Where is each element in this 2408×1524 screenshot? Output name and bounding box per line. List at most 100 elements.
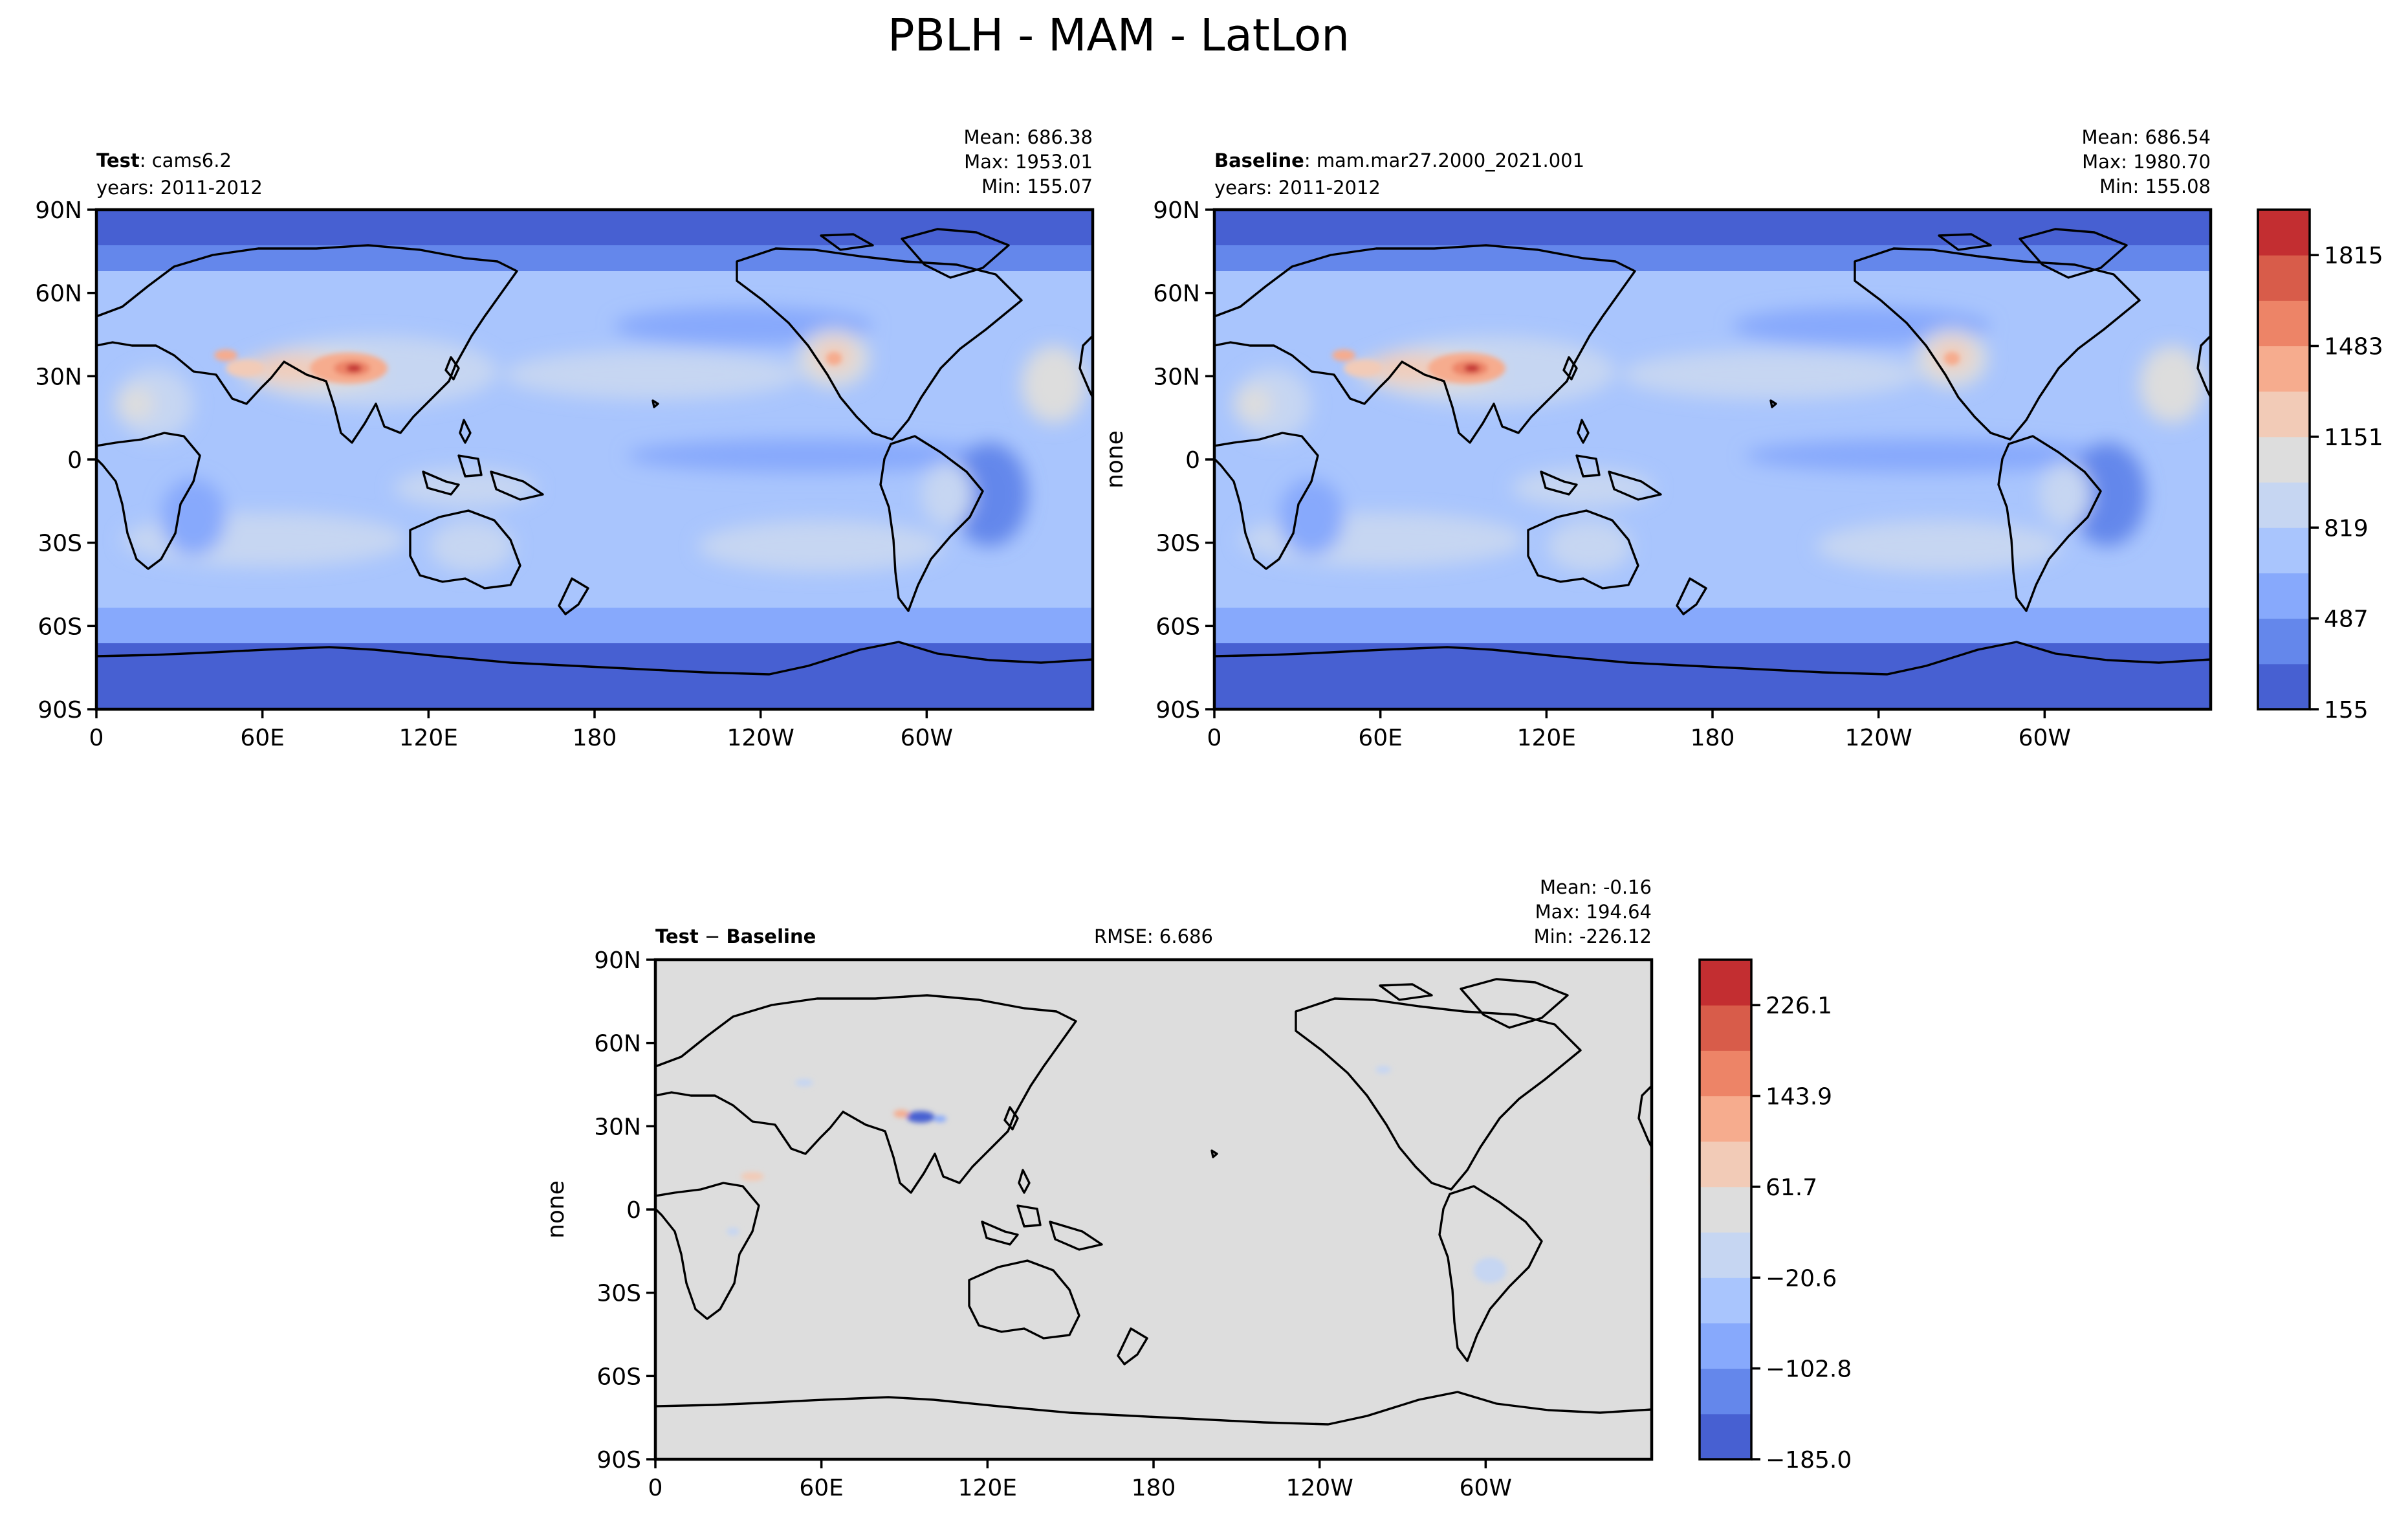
diff-stat-min: Min: -226.12 [1534, 925, 1652, 947]
baseline-label-sep: : [1304, 149, 1317, 171]
colorbar-tick-label: 487 [2324, 606, 2369, 633]
lon-tick-label: 120E [958, 1475, 1017, 1501]
test-lon-ticks: 0 60E 120E 180 120W 60W [89, 709, 953, 751]
diff-label-sep: − [699, 925, 727, 947]
colorbar-swatch [1700, 1050, 1751, 1097]
lon-tick-label: 120W [1845, 725, 1912, 751]
lat-tick-label: 90S [1155, 697, 1200, 723]
lon-tick-label: 0 [89, 725, 104, 751]
diff-panel: 90N 60N 30N 0 30S 60S 90S 0 60E 120E 180 120W 60W [594, 947, 1654, 1501]
colorbar-swatch [1700, 1141, 1751, 1187]
colorbar-swatch [1700, 1232, 1751, 1278]
diff-stat-max: Max: 194.64 [1535, 901, 1652, 923]
colorbar-swatch [2258, 391, 2310, 437]
lat-tick-label: 90N [1153, 197, 1200, 224]
lat-tick-label: 0 [67, 447, 82, 474]
lon-tick-label: 120E [1517, 725, 1576, 751]
baseline-label-bold: Baseline [1214, 149, 1304, 171]
colorbar-tick-label: −102.8 [1766, 1356, 1852, 1383]
baseline-ylabel: none [1102, 430, 1128, 489]
colorbar-swatch [2258, 436, 2310, 483]
colorbar-tick-label: 819 [2324, 515, 2369, 542]
colorbar-swatch [2258, 663, 2310, 710]
colorbar-swatch [2258, 346, 2310, 392]
colorbar-swatch [1700, 1413, 1751, 1460]
colorbar-absolute: 155 487 819 1151 1483 1815 [2257, 208, 2383, 723]
colorbar-tick-label: 155 [2324, 697, 2369, 723]
colorbar-swatch [1700, 1186, 1751, 1233]
baseline-panel: 90N 60N 30N 0 30S 60S 90S 0 60E 120E 180 120W 60W [1153, 197, 2213, 751]
lon-tick-label: 0 [648, 1475, 663, 1501]
lat-tick-label: 30N [594, 1114, 641, 1140]
colorbar-swatch [2258, 210, 2310, 256]
lat-tick-label: 30N [1153, 364, 1200, 390]
colorbar-swatch [1700, 1368, 1751, 1415]
colorbar-swatch [2258, 255, 2310, 301]
colorbar-swatch [2258, 482, 2310, 528]
figure-title: PBLH - MAM - LatLon [888, 10, 1350, 61]
baseline-stat-max: Max: 1980.70 [2082, 151, 2211, 173]
lat-tick-label: 60S [38, 613, 82, 640]
diff-map [655, 960, 1652, 1459]
colorbar-tick-label: −20.6 [1766, 1265, 1837, 1292]
colorbar-tick-label: 226.1 [1766, 993, 1832, 1019]
lat-tick-label: 60S [597, 1364, 641, 1390]
lat-tick-label: 30S [1155, 531, 1200, 557]
colorbar-swatch [1700, 1323, 1751, 1369]
diff-stat-mean: Mean: -0.16 [1540, 876, 1652, 898]
lat-tick-label: 0 [626, 1197, 641, 1224]
baseline-stat-mean: Mean: 686.54 [2082, 126, 2211, 148]
lat-tick-label: 30N [35, 364, 82, 390]
diff-label-bold: Test [655, 925, 699, 947]
diff-label: Test − Baseline [655, 925, 816, 947]
colorbar-difference: −185.0 −102.8 −20.6 61.7 143.9 226.1 [1698, 958, 1852, 1474]
diff-ylabel: none [543, 1180, 569, 1239]
test-label-bold: Test [96, 149, 140, 171]
lon-tick-label: 60E [240, 725, 285, 751]
colorbar-frame [1698, 958, 1753, 1461]
lat-tick-label: 60N [1153, 281, 1200, 307]
lat-tick-label: 0 [1185, 447, 1200, 474]
baseline-label-case: mam.mar27.2000_2021.001 [1317, 149, 1584, 171]
colorbar-swatch [1700, 960, 1751, 1006]
colorbar-swatch [2258, 573, 2310, 619]
colorbar-tick-label: 61.7 [1766, 1175, 1817, 1201]
colorbar-swatch [1700, 1277, 1751, 1323]
lon-tick-label: 60W [2019, 725, 2071, 751]
colorbar-tick-label: −185.0 [1766, 1447, 1852, 1474]
lat-tick-label: 90N [35, 197, 82, 224]
colorbar-tick-label: 1815 [2324, 243, 2383, 269]
colorbar-swatch [2258, 300, 2310, 347]
diff-lat-ticks: 90N 60N 30N 0 30S 60S 90S [594, 947, 655, 1474]
lon-tick-label: 60W [1460, 1475, 1512, 1501]
colorbar-tick-label: 1483 [2324, 334, 2383, 360]
colorbar-tick-label: 143.9 [1766, 1084, 1832, 1110]
colorbar-tick-label: 1151 [2324, 425, 2383, 451]
lon-tick-label: 180 [573, 725, 617, 751]
test-stat-min: Min: 155.07 [981, 175, 1093, 197]
lat-tick-label: 30S [38, 531, 82, 557]
lat-tick-label: 60N [594, 1031, 641, 1057]
test-panel: 90N 60N 30N 0 30S 60S 90S 0 60E 120E 180 120W 60W [35, 197, 1095, 751]
test-label-sep: : [140, 149, 152, 171]
colorbar-frame [2257, 208, 2311, 711]
test-years: years: 2011-2012 [96, 177, 263, 199]
test-label: Test: cams6.2 [96, 149, 232, 171]
test-label-case: cams6.2 [152, 149, 232, 171]
baseline-label: Baseline: mam.mar27.2000_2021.001 [1214, 149, 1584, 171]
lon-tick-label: 120W [1286, 1475, 1353, 1501]
baseline-lat-ticks: 90N 60N 30N 0 30S 60S 90S [1153, 197, 1214, 723]
lon-tick-label: 60E [1358, 725, 1403, 751]
lon-tick-label: 60W [901, 725, 953, 751]
baseline-map [1214, 210, 2211, 709]
test-stat-max: Max: 1953.01 [964, 151, 1093, 173]
colorbar-swatch [1700, 1005, 1751, 1051]
lon-tick-label: 180 [1132, 1475, 1176, 1501]
lat-tick-label: 30S [597, 1281, 641, 1307]
lon-tick-label: 180 [1691, 725, 1735, 751]
diff-lon-ticks: 0 60E 120E 180 120W 60W [648, 1459, 1512, 1501]
colorbar-swatch [2258, 618, 2310, 665]
lon-tick-label: 120W [727, 725, 794, 751]
colorbar-swatch [1700, 1096, 1751, 1142]
